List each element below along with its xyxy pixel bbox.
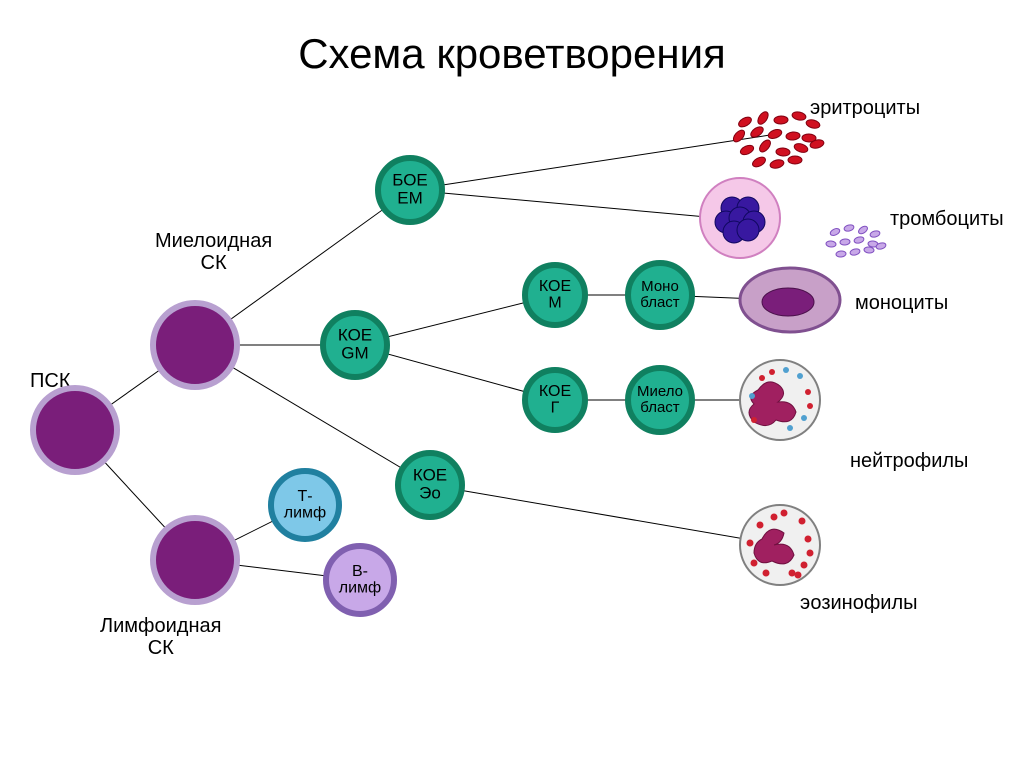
node-koem: КОЕМ (525, 265, 585, 325)
eosinophil-granule (763, 570, 770, 577)
platelet-icon (829, 227, 841, 237)
node-tlymph: Т-лимф (271, 471, 339, 539)
erythrocyte-icon (739, 143, 755, 156)
node-label-boeem: ЕМ (397, 188, 423, 207)
node-label-koeeo: КОЕ (413, 466, 447, 485)
erythrocyte-icon (756, 110, 770, 126)
erythrocyte-icon (751, 155, 767, 169)
node-koegm: КОЕGM (323, 313, 387, 377)
node-label-koeg: КОЕ (539, 383, 571, 400)
neutrophil-granule (751, 417, 757, 423)
eosinophil-granule (747, 540, 754, 547)
node-label-koem: М (548, 295, 561, 312)
edge-boeem-erythro_cluster (410, 135, 770, 190)
eosinophil-granule (801, 562, 808, 569)
node-label-monoblast: бласт (640, 294, 680, 311)
platelet-icon (849, 248, 860, 256)
node-label-monoblast: Моно (641, 278, 679, 295)
eosinophil-granule (789, 570, 796, 577)
eosinophil-granule (781, 510, 788, 517)
node-myeloid (153, 303, 237, 387)
monocyte-nucleus (762, 288, 814, 316)
erythrocyte-icon (774, 116, 788, 124)
node-label-myeloblast: бласт (640, 399, 680, 416)
node-label-tlymph: лимф (284, 505, 326, 522)
eosinophil-granule (807, 550, 814, 557)
erythrocyte-icon (757, 138, 772, 154)
node-label-koegm: GM (341, 343, 368, 362)
neutrophil-granule (749, 393, 755, 399)
platelet-icon (840, 239, 850, 246)
platelet-icon (857, 225, 869, 236)
node-label-blymph: В- (352, 563, 368, 580)
megakaryocyte-lobule (737, 219, 759, 241)
erythrocyte-icon (776, 148, 791, 157)
neutrophil-granule (805, 389, 811, 395)
platelet-icon (836, 251, 846, 258)
erythrocyte-icon (786, 131, 801, 140)
neutrophil-granule (797, 373, 803, 379)
eosinophil-granule (795, 572, 802, 579)
node-psk (33, 388, 117, 472)
node-blymph: В-лимф (326, 546, 394, 614)
neutrophil-granule (807, 403, 813, 409)
eosinophil-granule (757, 522, 764, 529)
node-monoblast: Монобласт (628, 263, 692, 327)
eosinophil-granule (799, 518, 806, 525)
node-label-tlymph: Т- (297, 488, 312, 505)
erythrocyte-icon (767, 128, 783, 140)
erythrocyte-icon (769, 158, 785, 169)
node-label-koeg: Г (551, 400, 560, 417)
neutrophil-granule (759, 375, 765, 381)
node-koeeo: КОЕЭо (398, 453, 462, 517)
diagram-canvas: БОЕЕМКОЕGMКОЕЭоКОЕМКОЕГМонобластМиелобла… (0, 0, 1024, 767)
node-label-koeeo: Эо (419, 483, 441, 502)
eosinophil-granule (805, 536, 812, 543)
platelet-icon (869, 230, 880, 238)
erythrocyte-icon (731, 128, 746, 144)
eosinophil-granule (751, 560, 758, 567)
neutrophil-granule (783, 367, 789, 373)
platelet-icon (826, 241, 836, 248)
node-label-myeloblast: Миело (637, 383, 683, 400)
node-label-boeem: БОЕ (392, 171, 428, 190)
node-koeg: КОЕГ (525, 370, 585, 430)
erythrocyte-icon (737, 115, 753, 129)
platelet-icon (853, 236, 864, 244)
erythrocyte-icon (805, 118, 821, 129)
eosinophil-granule (771, 514, 778, 521)
node-label-blymph: лимф (339, 580, 381, 597)
neutrophil-granule (801, 415, 807, 421)
node-boeem: БОЕЕМ (378, 158, 442, 222)
edge-koeeo-eosinophil (430, 485, 780, 545)
erythrocyte-icon (788, 156, 802, 164)
node-lymphoid (153, 518, 237, 602)
node-myeloblast: Миелобласт (628, 368, 692, 432)
neutrophil-granule (787, 425, 793, 431)
platelet-icon (843, 224, 854, 232)
erythrocyte-icon (793, 142, 809, 154)
neutrophil-granule (769, 369, 775, 375)
edge-boeem-megakaryocyte (410, 190, 740, 220)
node-label-koegm: КОЕ (338, 326, 372, 345)
node-label-koem: КОЕ (539, 278, 571, 295)
platelet-icon (864, 247, 874, 254)
erythrocyte-icon (791, 111, 806, 122)
